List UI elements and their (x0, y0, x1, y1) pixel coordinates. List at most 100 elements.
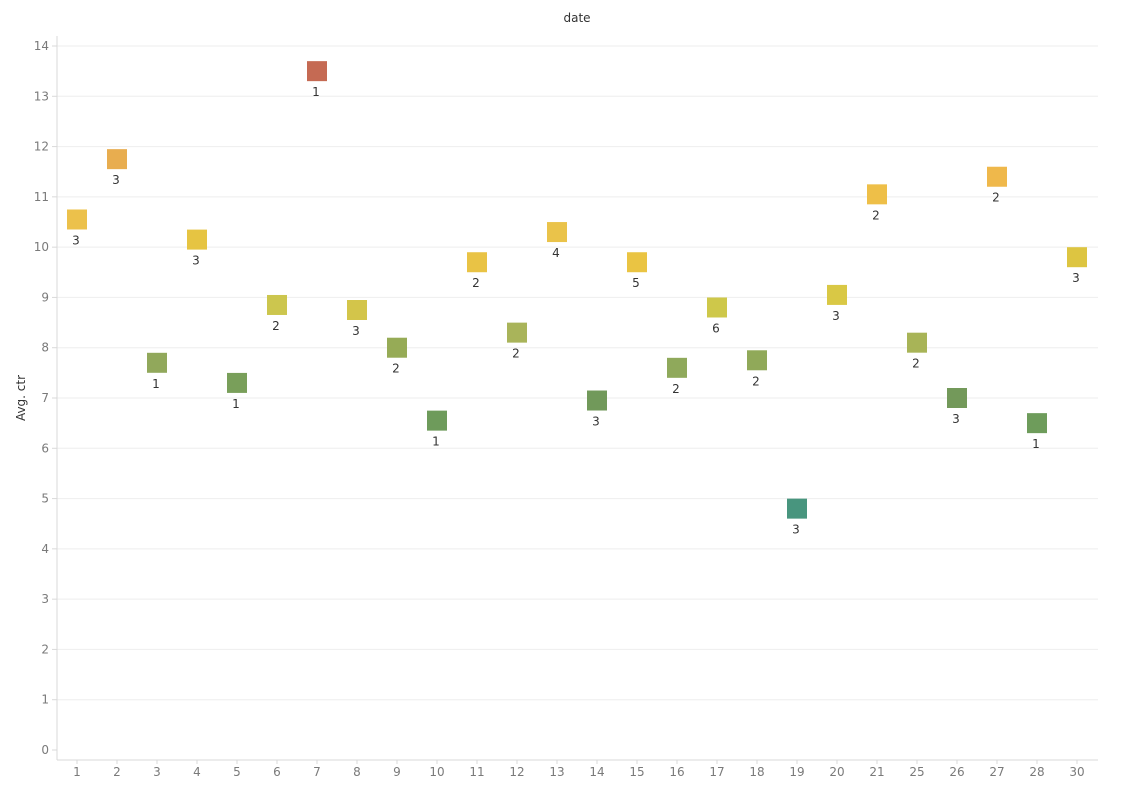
x-tick-label: 15 (629, 765, 644, 779)
data-label: 2 (392, 362, 400, 376)
data-point (467, 252, 487, 273)
data-label: 1 (232, 397, 240, 411)
y-tick-label: 3 (41, 592, 49, 606)
data-point (907, 332, 927, 353)
data-point (107, 149, 127, 170)
data-point (627, 252, 647, 273)
data-point (707, 297, 727, 318)
x-tick-label: 25 (909, 765, 924, 779)
data-point (787, 498, 807, 519)
data-label: 5 (632, 276, 640, 290)
data-label: 2 (992, 191, 1000, 205)
y-axis-title: Avg. ctr (14, 375, 28, 421)
x-tick-label: 7 (313, 765, 321, 779)
x-axis-title: date (563, 11, 590, 25)
data-point (947, 388, 967, 408)
x-tick-label: 18 (749, 765, 764, 779)
data-point (1067, 247, 1087, 268)
data-label: 1 (1032, 437, 1040, 451)
data-label: 3 (352, 324, 360, 338)
data-label: 2 (872, 208, 880, 222)
data-label: 1 (312, 85, 320, 99)
data-label: 1 (432, 435, 440, 449)
data-label: 3 (832, 309, 840, 323)
data-label: 3 (112, 173, 120, 187)
x-tick-label: 16 (669, 765, 684, 779)
data-point (227, 372, 247, 393)
data-point (587, 390, 607, 411)
x-tick-label: 8 (353, 765, 361, 779)
data-point (187, 229, 207, 250)
y-tick-label: 1 (41, 693, 49, 707)
x-tick-label: 5 (233, 765, 241, 779)
x-tick-label: 10 (429, 765, 444, 779)
data-point (347, 300, 367, 320)
x-tick-label: 30 (1069, 765, 1084, 779)
data-point (507, 322, 527, 343)
data-label: 2 (472, 276, 480, 290)
y-tick-label: 14 (34, 39, 49, 53)
x-tick-label: 2 (113, 765, 121, 779)
y-tick-label: 5 (41, 492, 49, 506)
data-label: 2 (672, 382, 680, 396)
data-label: 3 (72, 233, 80, 247)
x-tick-label: 6 (273, 765, 281, 779)
data-point (867, 184, 887, 205)
data-point (747, 350, 767, 371)
x-tick-label: 3 (153, 765, 161, 779)
x-tick-label: 1 (73, 765, 81, 779)
data-labels: 3 3 1 3 1 2 1 3 2 1 2 2 4 3 5 2 6 2 3 3 2 2 3 2 1 3 (72, 85, 1080, 536)
data-point (987, 166, 1007, 187)
data-label: 2 (752, 374, 760, 388)
data-point (827, 284, 847, 305)
data-point (307, 61, 327, 82)
data-label: 3 (952, 412, 960, 426)
x-tick-label: 14 (589, 765, 604, 779)
data-point (147, 352, 167, 373)
data-point (427, 410, 447, 431)
data-point (667, 357, 687, 378)
data-label: 4 (552, 246, 560, 260)
data-label: 6 (712, 321, 720, 335)
y-tick-label: 11 (34, 190, 49, 204)
x-tick-label: 9 (393, 765, 401, 779)
x-axis-ticks: 1 2 3 4 5 6 7 8 9 10 11 12 13 14 15 16 17 18 19 20 21 25 26 27 2… (73, 760, 1085, 779)
x-tick-label: 17 (709, 765, 724, 779)
data-point (387, 337, 407, 358)
y-tick-label: 9 (41, 290, 49, 304)
y-tick-label: 8 (41, 341, 49, 355)
y-tick-label: 2 (41, 642, 49, 656)
y-tick-label: 12 (34, 140, 49, 154)
data-label: 2 (912, 357, 920, 371)
data-label: 3 (192, 254, 200, 268)
data-point (547, 222, 567, 243)
y-tick-label: 0 (41, 743, 49, 757)
x-tick-label: 11 (469, 765, 484, 779)
y-tick-label: 4 (41, 542, 49, 556)
y-tick-label: 7 (41, 391, 49, 405)
data-label: 3 (792, 523, 800, 537)
data-point (67, 209, 87, 230)
x-tick-label: 19 (789, 765, 804, 779)
data-point (267, 294, 287, 315)
data-label: 2 (272, 319, 280, 333)
y-tick-label: 10 (34, 240, 49, 254)
grid-lines (56, 36, 1098, 761)
data-label: 1 (152, 377, 160, 391)
data-point (1027, 413, 1047, 434)
x-tick-label: 26 (949, 765, 964, 779)
x-tick-label: 4 (193, 765, 201, 779)
data-label: 3 (592, 415, 600, 429)
y-tick-label: 13 (34, 89, 49, 103)
x-tick-label: 27 (989, 765, 1004, 779)
x-tick-label: 28 (1029, 765, 1044, 779)
data-points (67, 61, 1087, 519)
data-label: 2 (512, 347, 520, 361)
x-tick-label: 13 (549, 765, 564, 779)
y-tick-label: 6 (41, 441, 49, 455)
x-tick-label: 20 (829, 765, 844, 779)
x-tick-label: 12 (509, 765, 524, 779)
data-label: 3 (1072, 271, 1080, 285)
